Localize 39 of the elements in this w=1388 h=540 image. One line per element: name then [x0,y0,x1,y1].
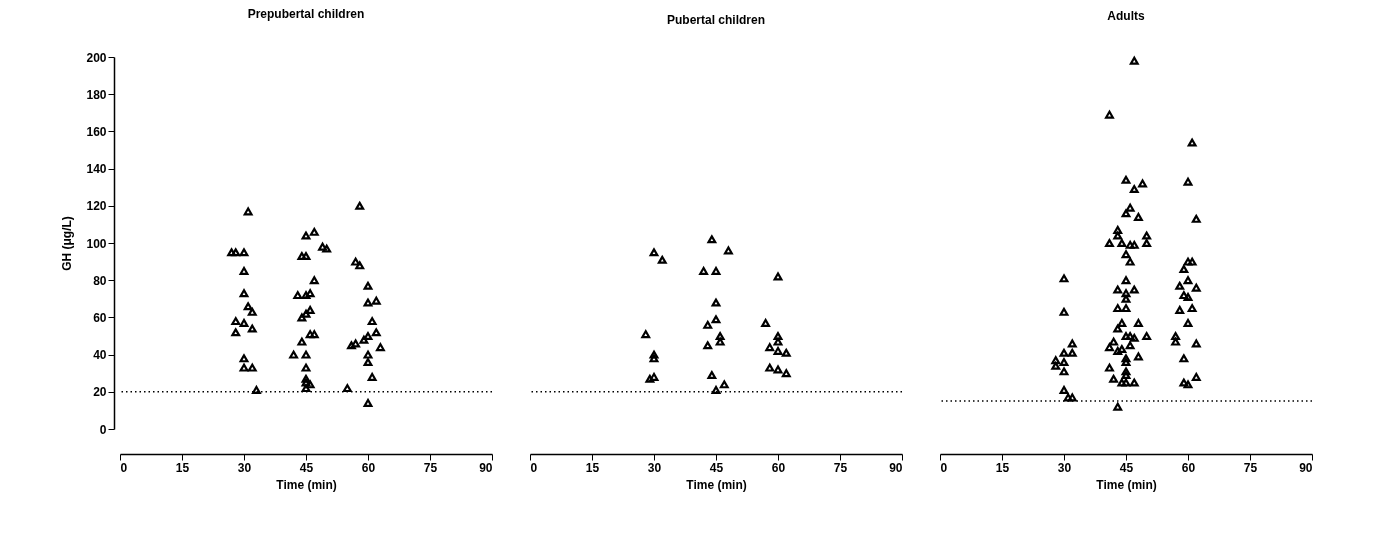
y-tick-label: 80 [93,273,107,288]
y-tick-label: 160 [86,124,107,139]
x-tick-label: 15 [995,460,1010,475]
x-tick-label: 30 [647,460,662,475]
chart-title: Pubertal children [666,13,766,27]
y-tick-label: 120 [86,199,107,214]
x-tick-label: 0 [530,460,538,475]
x-tick-label: 30 [237,460,252,475]
x-tick-label: 15 [585,460,600,475]
y-axis-title: GH (μg/L) [60,216,75,271]
x-axis-title: Time (min) [1096,477,1157,492]
y-tick-label: 40 [93,348,107,363]
x-tick-label: 90 [1299,460,1313,475]
chart-title: Adults [1107,9,1145,24]
y-tick-label: 60 [93,310,107,325]
x-tick-label: 75 [833,460,848,475]
x-tick-label: 30 [1057,460,1072,475]
x-tick-label: 45 [299,460,314,475]
y-tick-label: 200 [86,50,107,65]
x-tick-label: 90 [889,460,903,475]
y-tick-label: 100 [86,236,107,251]
x-axis-title: Time (min) [686,477,747,492]
x-tick-label: 75 [423,460,438,475]
x-tick-label: 0 [120,460,128,475]
x-tick-label: 60 [771,460,786,475]
x-tick-label: 45 [1119,460,1134,475]
x-tick-label: 0 [940,460,948,475]
x-tick-label: 60 [361,460,376,475]
x-axis-title: Time (min) [276,477,337,492]
y-tick-label: 140 [86,162,107,177]
x-tick-label: 60 [1181,460,1196,475]
y-tick-label: 180 [86,87,107,102]
x-tick-label: 90 [479,460,493,475]
y-tick-label: 20 [93,385,107,400]
chart-title: Prepubertal children [247,7,365,21]
x-tick-label: 45 [709,460,724,475]
x-tick-label: 75 [1243,460,1258,475]
x-tick-label: 15 [175,460,190,475]
y-tick-label: 0 [99,422,107,437]
